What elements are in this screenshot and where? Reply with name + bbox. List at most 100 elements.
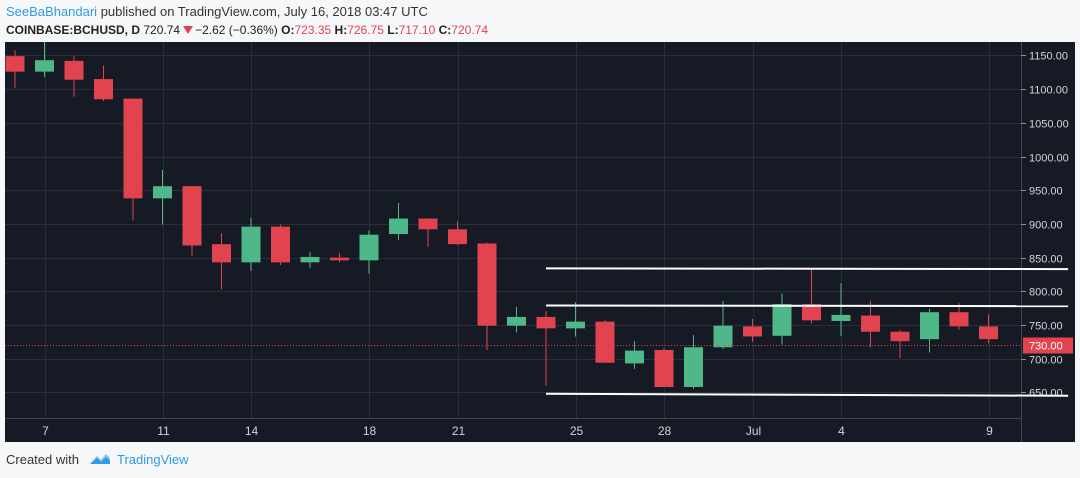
price-change: −2.62 (−0.36%) [195, 23, 278, 37]
close-value: 720.74 [451, 23, 488, 37]
open-label: O: [281, 23, 295, 37]
candle-body [595, 321, 615, 363]
candle-up [300, 252, 320, 269]
author-link[interactable]: SeeBaBhandari [6, 4, 98, 19]
candle-body [153, 186, 172, 199]
candle-down [448, 221, 467, 245]
candle-up [566, 302, 585, 337]
y-tick-label: 950.00 [1029, 186, 1063, 198]
candle-body [5, 56, 25, 72]
publish-line: SeeBaBhandari published on TradingView.c… [6, 3, 1066, 20]
chart-background [5, 42, 1075, 442]
candle-body [64, 60, 84, 80]
candle-up [831, 283, 851, 336]
candle-body [123, 98, 143, 199]
candle-up [389, 203, 408, 241]
candle-body [890, 331, 910, 342]
y-tick-label: 900.00 [1029, 220, 1063, 232]
chart-header: SeeBaBhandari published on TradingView.c… [6, 3, 1066, 39]
candle-up [241, 217, 261, 272]
x-tick-label: 28 [658, 424, 672, 438]
x-tick-label: 14 [245, 424, 259, 438]
candlestick-chart[interactable]: 650.00 700.00 750.00 800.00 850.00 900.00 950.… [5, 42, 1075, 442]
last-price: 720.74 [143, 23, 181, 37]
candle-up [359, 230, 379, 274]
y-tick-label: 650.00 [1029, 388, 1063, 400]
candle-up [35, 42, 54, 78]
candle-down [94, 65, 113, 102]
candle-down [182, 186, 202, 257]
x-tick-label: 18 [363, 424, 377, 438]
candle-body [182, 186, 202, 246]
y-tick-label: 700.00 [1029, 355, 1063, 367]
trendline [545, 304, 1069, 308]
x-tick-label: 11 [157, 424, 170, 438]
candle-down [890, 330, 910, 359]
trendline [545, 392, 1069, 397]
candle-down [5, 50, 25, 88]
low-label: L: [387, 23, 399, 37]
candle-body [418, 218, 438, 230]
y-tick-label: 850.00 [1029, 254, 1063, 266]
candle-up [507, 306, 526, 333]
symbol-name: COINBASE:BCHUSD, D [6, 23, 141, 37]
candle-body [536, 316, 556, 329]
candle-body [448, 229, 467, 245]
open-value: 723.35 [294, 23, 332, 37]
y-tick-label: 1000.00 [1029, 153, 1069, 165]
current-price-label: 730.00 [1029, 341, 1063, 353]
trendline [545, 267, 1069, 271]
candle-down [418, 218, 438, 247]
y-tick-label: 1050.00 [1029, 119, 1069, 131]
x-tick-label: 21 [452, 424, 466, 438]
candle-body [389, 218, 408, 235]
candle-body [212, 244, 231, 263]
candle-down [743, 318, 762, 342]
y-tick-label: 800.00 [1029, 287, 1063, 299]
created-with-text: Created with [6, 451, 79, 467]
candle-down [595, 320, 615, 363]
low-value: 717.10 [398, 23, 436, 37]
y-tick-label: 1150.00 [1029, 51, 1068, 63]
y-tick-label: 750.00 [1029, 321, 1063, 333]
candle-body [949, 312, 969, 327]
candle-body [625, 350, 644, 364]
candle-body [241, 226, 261, 263]
candle-down [949, 302, 969, 330]
candle-body [713, 325, 733, 348]
candle-up [625, 341, 644, 369]
candle-down [861, 300, 880, 348]
symbol-line: COINBASE:BCHUSD, D 720.74 −2.62 (−0.36%) … [6, 22, 1066, 39]
candle-body [802, 304, 821, 321]
candle-up [772, 293, 792, 345]
candle-body [566, 321, 585, 329]
candle-body [979, 326, 998, 340]
candle-body [35, 60, 54, 72]
x-tick-label: 4 [838, 424, 845, 438]
candle-body [920, 312, 939, 340]
candle-up [684, 335, 703, 390]
candle-up [713, 300, 733, 350]
candle-down [271, 224, 290, 266]
candle-down [64, 56, 84, 97]
high-value: 726.75 [347, 23, 384, 37]
x-tick-label: 7 [42, 424, 49, 438]
candle-body [861, 315, 880, 332]
candle-down [123, 98, 143, 221]
current-price-badge [1023, 337, 1073, 354]
candle-body [654, 349, 674, 388]
candle-down [477, 242, 497, 350]
candle-body [507, 316, 526, 326]
x-tick-label: Jul [746, 424, 761, 438]
candle-body [831, 314, 851, 321]
close-label: C: [438, 23, 452, 37]
candle-down [536, 310, 556, 386]
candle-body [684, 347, 703, 388]
down-arrow-icon [183, 26, 194, 34]
candle-down [802, 268, 821, 324]
candle-down [330, 252, 349, 263]
tradingview-brand-link[interactable]: TradingView [116, 451, 189, 467]
candle-body [271, 226, 290, 263]
candle-body [300, 256, 320, 263]
high-label: H: [334, 23, 348, 37]
